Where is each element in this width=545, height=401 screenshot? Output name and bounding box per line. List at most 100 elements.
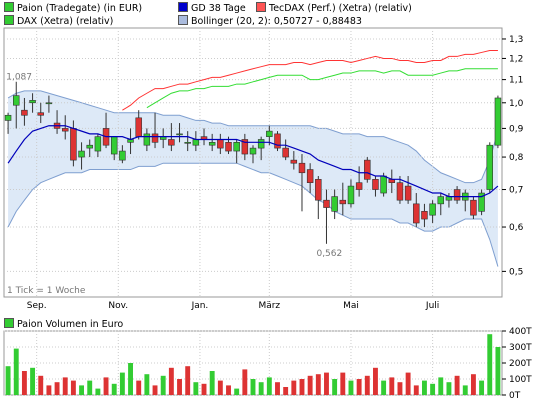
volume-bar (201, 383, 207, 395)
candlestick (21, 97, 28, 126)
candlestick (78, 142, 85, 170)
volume-bar (413, 385, 419, 395)
volume-bar (405, 372, 411, 395)
candlestick (94, 133, 102, 158)
legend-label: GD 38 Tage (191, 3, 246, 14)
legend-swatch-icon (4, 318, 14, 328)
candle-body (225, 142, 232, 152)
volume-bar (454, 375, 460, 395)
candle-body (37, 112, 44, 116)
candle-body (4, 114, 12, 121)
candle-body (249, 147, 257, 155)
volume-bar (381, 380, 387, 395)
candle-body (315, 179, 322, 201)
volume-bar (470, 374, 476, 395)
legend-label: TecDAX (Perf.) (Xetra) (relativ) (269, 3, 412, 14)
candle-body (217, 139, 224, 149)
candlestick (478, 189, 485, 216)
volume-bar (103, 377, 109, 395)
candlestick (315, 176, 322, 220)
legend-item-tecdax: TecDAX (Perf.) (Xetra) (relativ) (256, 2, 412, 14)
volume-bar (356, 379, 362, 395)
candle-body (119, 150, 126, 161)
candle-body (86, 144, 93, 149)
candlestick (4, 112, 12, 134)
volume-bar (5, 366, 11, 395)
candlestick (372, 176, 379, 197)
candle-body (421, 211, 428, 220)
candle-body (396, 182, 404, 201)
candlestick (396, 176, 404, 204)
candle-body (331, 196, 338, 212)
volume-bar (30, 367, 36, 395)
candle-body (110, 136, 118, 155)
candle-body (241, 139, 249, 155)
volume-bar (168, 367, 174, 395)
volume-bar (185, 366, 191, 395)
candlestick (257, 136, 265, 161)
volume-bar (217, 380, 223, 395)
volume-bar (46, 385, 52, 395)
candle-body (13, 95, 20, 106)
x-tick-label: Mai (343, 301, 359, 311)
volume-bar (421, 380, 427, 395)
candle-body (355, 182, 363, 190)
volume-bar (13, 348, 19, 395)
candle-body (364, 159, 371, 180)
candle-body (29, 100, 36, 104)
candlestick (290, 151, 298, 170)
candle-body (274, 133, 281, 149)
volume-tick-label: 0T (509, 391, 521, 401)
candlestick (355, 166, 363, 197)
candle-body (257, 139, 265, 149)
candlestick (37, 102, 44, 124)
candlestick (494, 95, 502, 149)
volume-bar (193, 382, 199, 395)
candle-body (347, 185, 355, 205)
candle-body (372, 179, 379, 190)
tecdax-line (122, 49, 498, 111)
legend-swatch-icon (4, 2, 14, 12)
candle-body (413, 203, 420, 224)
candle-body (70, 128, 77, 161)
candlestick (143, 128, 151, 152)
candle-body (233, 142, 240, 152)
volume-bar (226, 385, 231, 395)
candlestick (119, 145, 126, 164)
low-annotation: 0,562 (316, 249, 342, 259)
candlestick (208, 133, 216, 152)
candle-body (306, 169, 314, 183)
volume-bar (111, 383, 117, 395)
candlestick (470, 196, 477, 220)
candlestick (453, 186, 461, 204)
candlestick (184, 131, 191, 152)
candlestick (29, 93, 36, 113)
volume-bar (234, 388, 240, 395)
legend-swatch-icon (4, 15, 14, 25)
volume-bar (348, 380, 354, 395)
gd38-line (7, 125, 499, 198)
legend-item-gd38: GD 38 Tage (178, 2, 246, 14)
candle-body (494, 97, 502, 146)
candlestick (13, 81, 20, 129)
candlestick (61, 115, 69, 140)
candlestick (151, 112, 159, 149)
candle-body (380, 175, 387, 194)
volume-bar (340, 372, 346, 395)
candlestick (274, 131, 281, 152)
volume-bar (397, 382, 403, 395)
candlestick (298, 154, 306, 212)
volume-bar (373, 367, 378, 395)
volume-bar (209, 371, 215, 395)
volume-bar (95, 388, 101, 395)
candlestick (306, 163, 314, 194)
candle-body (21, 109, 28, 116)
candlestick (176, 123, 183, 143)
volume-tick-label: 200T (509, 359, 532, 369)
price-tick-label: 1,2 (509, 54, 523, 64)
price-tick-label: 0,6 (509, 223, 524, 233)
price-tick-label: 0,5 (509, 267, 523, 277)
price-tick-label: 1,0 (509, 99, 524, 109)
volume-bar (144, 374, 150, 395)
candlestick (486, 142, 493, 194)
